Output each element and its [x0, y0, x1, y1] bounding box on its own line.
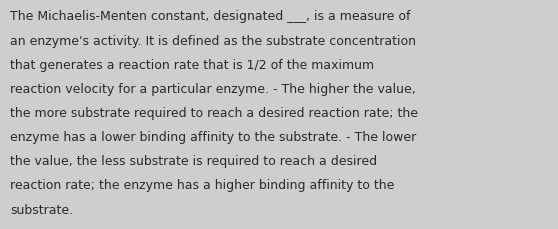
Text: The Michaelis-Menten constant, designated ___, is a measure of: The Michaelis-Menten constant, designate…	[10, 10, 411, 23]
Text: the more substrate required to reach a desired reaction rate; the: the more substrate required to reach a d…	[10, 106, 418, 120]
Text: enzyme has a lower binding affinity to the substrate. - The lower: enzyme has a lower binding affinity to t…	[10, 131, 416, 144]
Text: substrate.: substrate.	[10, 203, 73, 216]
Text: the value, the less substrate is required to reach a desired: the value, the less substrate is require…	[10, 155, 377, 168]
Text: an enzyme's activity. It is defined as the substrate concentration: an enzyme's activity. It is defined as t…	[10, 34, 416, 47]
Text: reaction velocity for a particular enzyme. - The higher the value,: reaction velocity for a particular enzym…	[10, 82, 416, 95]
Text: that generates a reaction rate that is 1/2 of the maximum: that generates a reaction rate that is 1…	[10, 58, 374, 71]
Text: reaction rate; the enzyme has a higher binding affinity to the: reaction rate; the enzyme has a higher b…	[10, 179, 395, 192]
